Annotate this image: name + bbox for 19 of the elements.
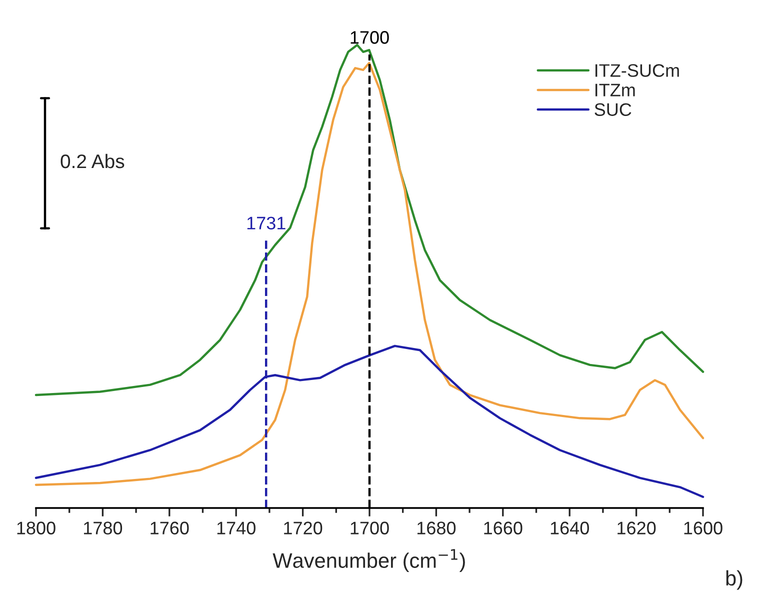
x-tick-label: 1600 bbox=[684, 522, 722, 534]
ref-line-label: 1731 bbox=[247, 216, 286, 230]
legend-label: ITZ-SUCm bbox=[596, 64, 679, 77]
x-tick-label: 1700 bbox=[350, 522, 389, 534]
text: b) bbox=[726, 570, 742, 590]
ref-line-label: 1700 bbox=[350, 31, 389, 44]
legend-label: ITZm bbox=[596, 84, 635, 96]
x-tick-label: 1720 bbox=[284, 522, 322, 534]
x-tick-label: 1620 bbox=[618, 522, 656, 534]
x-tick-label: 1800 bbox=[17, 522, 56, 534]
legend-label: SUC bbox=[594, 103, 632, 116]
x-tick-label: 1780 bbox=[84, 522, 122, 534]
x-axis-title: Wavenumber (cm$^{−1}$) bbox=[272, 549, 465, 572]
x-tick-label: 1740 bbox=[217, 522, 256, 534]
x-tick-label: 1660 bbox=[484, 522, 522, 534]
x-tick-label: 1760 bbox=[150, 522, 189, 534]
annotation: 0.2 Abs bbox=[60, 154, 124, 168]
x-tick-label: 1640 bbox=[550, 522, 589, 534]
x-tick-label: 1680 bbox=[417, 522, 456, 534]
